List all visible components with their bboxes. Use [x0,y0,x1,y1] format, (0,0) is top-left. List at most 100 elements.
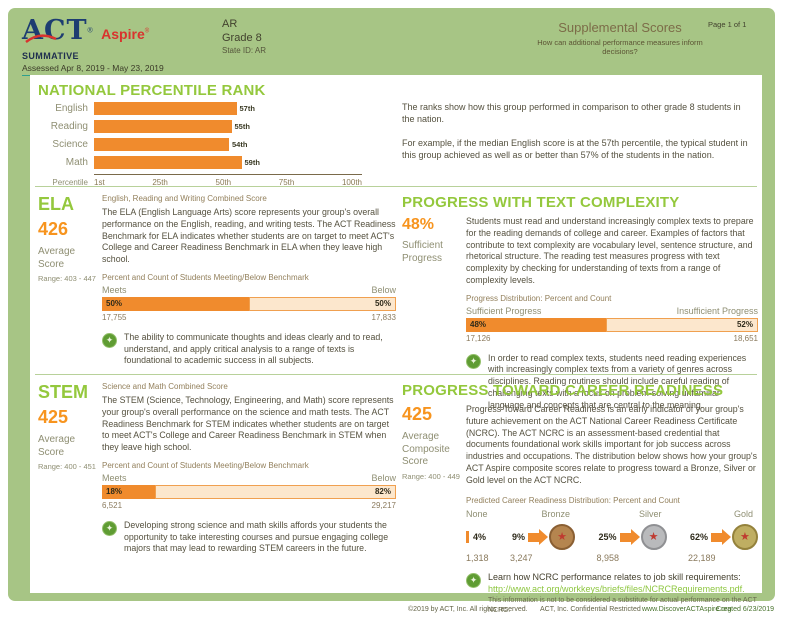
text-complexity-distribution-chart: Progress Distribution: Percent and Count… [466,294,758,343]
text-complexity-note: ✦ In order to read complex texts, studen… [466,353,758,412]
npr-tick: 50th [215,178,232,187]
career-readiness-title: PROGRESS TOWARD CAREER READINESS [402,382,724,399]
npr-bar-math [94,156,242,169]
npr-axis-ticks: 1st 25th 50th 75th 100th [94,174,362,187]
career-level-count: 1,318 [466,553,489,564]
footer-created-date: Created 6/23/2019 [716,606,774,613]
ela-average-score: 426 [38,219,69,239]
npr-value-label: 54th [232,140,248,149]
npr-bar-row: Science 54th [36,138,392,151]
career-level-bronze: Bronze 9% ★ 3,247 [510,509,576,563]
stem-below-count: 29,217 [371,500,396,510]
npr-tick: 75th [278,178,295,187]
ela-section: ELA 426 Average Score Range: 403 - 447 E… [38,194,396,367]
star-icon: ★ [648,530,659,543]
ela-meets-count: 17,755 [102,312,127,322]
career-level-name: None [466,509,488,520]
npr-bar-track: 55th [94,120,344,133]
career-distribution-chart: None 4% 1,318 Bronze 9% ★ 3,247 [466,509,758,563]
report-content-area: NATIONAL PERCENTILE RANK English 57th Re… [30,75,762,614]
header-group-info: AR Grade 8 State ID: AR [222,18,266,55]
career-level-none: None 4% 1,318 [466,509,489,563]
text-complexity-percent: 48% [402,216,435,233]
header-report-title-block: Supplemental Scores How can additional p… [520,20,720,56]
ela-content: English, Reading and Writing Combined Sc… [102,194,396,367]
stem-meets-pct: 18% [106,487,123,497]
text-complexity-title: PROGRESS WITH TEXT COMPLEXITY [402,194,680,211]
stem-section: STEM 425 Average Score Range: 400 - 451 … [38,382,396,555]
npr-axis-label: Percentile [52,178,88,187]
ela-below-pct: 50% [374,299,391,309]
learn-more-text: Learn how NCRC performance relates to jo… [488,572,741,583]
stem-average-score: 425 [38,407,69,427]
career-level-pct: 9% [510,531,528,544]
npr-bar-reading [94,120,232,133]
npr-bar-track: 57th [94,102,344,115]
ela-below-label: Below [371,284,396,295]
career-body-col: Progress Toward Career Readiness is an e… [466,404,758,486]
report-page-panel: ACT® Aspire® SUMMATIVE Assessed Apr 8, 2… [8,8,775,614]
career-level-count: 8,958 [596,553,620,564]
state-id-label: State ID: AR [222,46,267,55]
stem-title: STEM [38,382,89,402]
career-level-pct: 4% [471,531,489,544]
stem-benchmark-title: Percent and Count of Students Meeting/Be… [102,460,309,470]
insufficient-segment: 52% [606,317,758,332]
registered-mark-icon: ® [87,27,93,35]
stem-subtitle: Science and Math Combined Score [102,382,228,391]
ela-benchmark-labels: Meets Below [102,285,396,295]
aspire-logo-text: Aspire [101,26,145,42]
stem-score-label: Average Score [38,434,76,458]
registered-mark-icon: ® [144,28,150,35]
career-level-value: 9% ★ [510,524,576,551]
npr-category-label: Reading [50,121,88,132]
stem-benchmark-chart: Percent and Count of Students Meeting/Be… [102,461,396,510]
npr-value-label: 57th [239,104,255,113]
stem-score-block: STEM 425 Average Score Range: 400 - 451 [38,382,102,555]
arrow-right-icon [710,528,731,545]
career-level-value: 62% ★ [687,524,758,551]
npr-tick: 1st [94,178,105,187]
ela-benchmark-title: Percent and Count of Students Meeting/Be… [102,272,309,282]
stem-meets-count: 6,521 [102,500,123,510]
npr-category-label: English [55,103,88,114]
ncrc-requirements-link[interactable]: http://www.act.org/workkeys/briefs/files… [488,584,745,595]
npr-axis: Percentile 1st 25th 50th 75th 100th [36,174,392,187]
act-aspire-logo: ACT® Aspire® SUMMATIVE Assessed Apr 8, 2… [22,16,212,76]
npr-bar-row: Math 59th [36,156,392,169]
footer-site-url[interactable]: www.DiscoverACTAspire.org [642,606,732,613]
stem-below-label: Below [371,472,396,483]
arrow-right-icon [528,528,549,545]
career-level-name: Gold [733,509,753,520]
career-level-pct: 25% [596,531,619,544]
text-complexity-distribution-labels: Sufficient Progress Insufficient Progres… [466,306,758,316]
none-bar-marker [466,531,469,544]
ela-score-range: Range: 403 - 447 [38,274,96,283]
career-readiness-content: 425 Average Composite Score Range: 400 -… [402,404,758,486]
career-learn-note: ✦ Learn how NCRC performance relates to … [466,572,758,614]
region-label: AR [222,18,238,30]
career-level-gold: Gold 62% ★ 22,189 [687,509,758,563]
npr-bar-chart: English 57th Reading 55th Science 54th [36,102,392,187]
sufficient-segment: 48% [466,317,607,332]
npr-bar-row: English 57th [36,102,392,115]
npr-description-para1: The ranks show how this group performed … [402,102,741,125]
stem-below-pct: 82% [374,487,391,497]
section-divider [35,186,757,187]
insufficient-progress-label: Insufficient Progress [676,305,758,316]
arrow-right-icon [619,528,640,545]
text-complexity-distribution-title: Progress Distribution: Percent and Count [466,293,612,303]
npr-value-label: 55th [234,122,250,131]
compass-icon: ✦ [102,332,117,348]
career-score-block: 425 Average Composite Score Range: 400 -… [402,404,466,486]
npr-description-para2: For example, if the median English score… [402,137,748,161]
compass-icon: ✦ [102,520,117,536]
career-disclaimer: This information is not to be considered… [488,597,757,614]
report-type-label: SUMMATIVE [22,51,79,61]
text-complexity-note-text: In order to read complex texts, students… [488,352,747,410]
career-readiness-section: PROGRESS TOWARD CAREER READINESS 425 Ave… [402,382,758,615]
compass-icon: ✦ [466,353,481,369]
text-complexity-section: PROGRESS WITH TEXT COMPLEXITY 48% Suffic… [402,194,758,412]
npr-bar-science [94,138,229,151]
career-level-silver: Silver 25% ★ 8,958 [596,509,667,564]
